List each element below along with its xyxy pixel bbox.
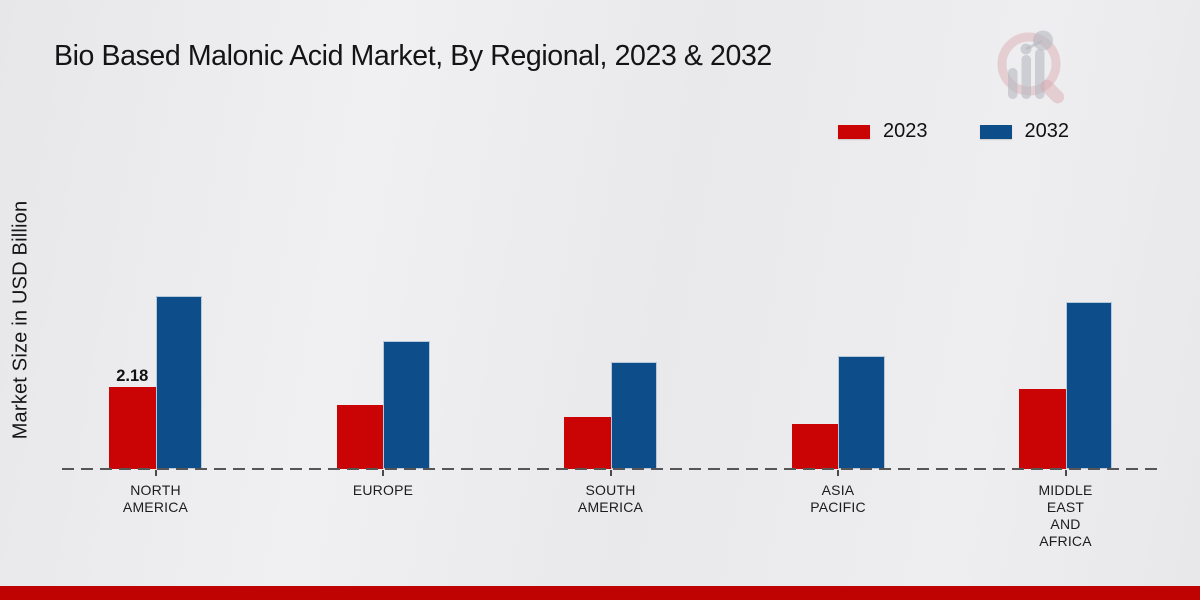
bar-2032-europe <box>383 341 430 469</box>
bar-2023-north-america <box>109 387 156 469</box>
legend-label: 2032 <box>1024 120 1070 142</box>
x-axis-tick-south-america <box>609 470 612 476</box>
footer-bar <box>0 586 1200 600</box>
x-axis-tick-europe <box>382 470 384 476</box>
magnifier-growth-chart-logo-icon <box>997 30 1065 104</box>
legend-swatch-2023 <box>838 124 870 139</box>
x-axis-label-middle-east-and-africa: MIDDLE EAST AND AFRICA <box>1038 482 1093 549</box>
bar-2032-asia-pacific <box>838 356 885 469</box>
x-axis-label-south-america: SOUTH AMERICA <box>577 482 644 515</box>
x-axis-tick-middle-east-and-africa <box>1064 470 1067 476</box>
legend: 2023 2032 <box>838 120 1069 143</box>
bar-2023-asia-pacific <box>791 424 838 469</box>
x-axis-tick-north-america <box>154 470 157 476</box>
data-label-2.18: 2.18 <box>116 367 149 385</box>
x-axis-baseline <box>62 468 1158 470</box>
x-axis-label-europe: EUROPE <box>352 482 414 498</box>
bar-2032-south-america <box>610 362 657 469</box>
x-axis-tick-asia-pacific <box>837 470 839 476</box>
legend-item-2023: 2023 <box>838 120 928 143</box>
bar-2023-europe <box>336 405 383 469</box>
chart-title: Bio Based Malonic Acid Market, By Region… <box>54 40 772 72</box>
bar-2032-north-america <box>155 296 202 469</box>
legend-swatch-2032 <box>979 124 1012 139</box>
legend-label: 2023 <box>883 120 928 142</box>
bar-2023-middle-east-and-africa <box>1019 389 1066 469</box>
x-axis-label-asia-pacific: ASIA PACIFIC <box>810 482 866 515</box>
y-axis-label: Market Size in USD Billion <box>9 200 32 440</box>
bar-2023-south-america <box>564 417 611 469</box>
bar-2032-middle-east-and-africa <box>1065 302 1112 469</box>
legend-item-2032: 2032 <box>979 120 1070 143</box>
x-axis-label-north-america: NORTH AMERICA <box>122 482 189 515</box>
